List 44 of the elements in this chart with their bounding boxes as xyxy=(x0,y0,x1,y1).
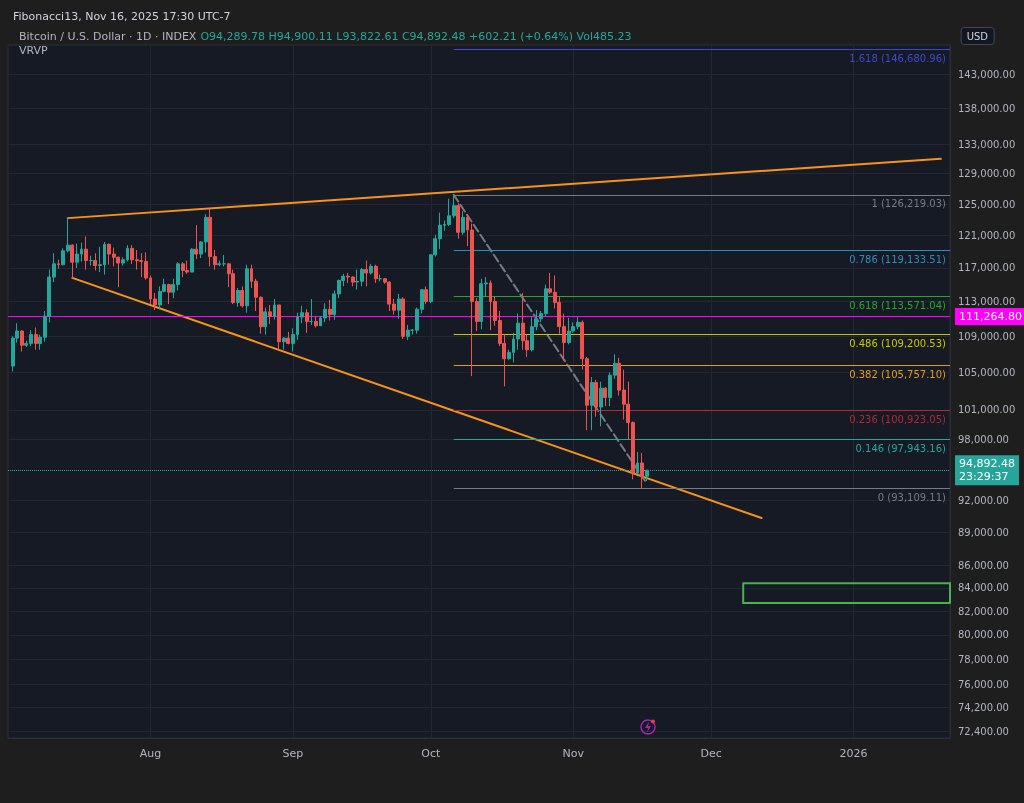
text: USD xyxy=(966,30,989,42)
ref-line-label: 0.382 (105,757.10) xyxy=(849,369,947,380)
x-tick-label: Dec xyxy=(700,747,722,760)
y-tick-label: 92,000.00 xyxy=(958,494,1009,506)
y-tick-label: 80,000.00 xyxy=(958,629,1009,641)
y-tick-label: 133,000.00 xyxy=(958,138,1016,150)
annotation: VRVP xyxy=(19,44,49,57)
ref-line-label: 1 (126,219.03) xyxy=(871,198,947,210)
chart-subtitle: O94,289.78 H94,900.11 L93,822.61 C94,892.48 +602.21 (+0.64%) Vol485.23 xyxy=(200,30,632,43)
x-tick-label: Aug xyxy=(139,747,162,760)
y-tick-label: 129,000.00 xyxy=(958,168,1016,180)
y-tick-label: 98,000.00 xyxy=(958,433,1009,445)
y-tick-label: 121,000.00 xyxy=(958,230,1016,242)
chart-title: Bitcoin / U.S. Dollar · 1D · INDEX xyxy=(19,30,197,43)
ref-line-label: 0.486 (109,200.53) xyxy=(849,338,947,350)
x-tick-label: Nov xyxy=(562,747,585,760)
ref-line-label: 0.786 (119,133.51) xyxy=(849,254,947,266)
y-tick-label: 117,000.00 xyxy=(958,262,1016,274)
ref-line-label: 0.618 (113,571.04) xyxy=(849,300,947,312)
y-tick-label: 125,000.00 xyxy=(958,198,1016,210)
y-tick-label: 76,000.00 xyxy=(958,678,1009,690)
ref-line-label: 0.146 (97,943.16) xyxy=(855,443,947,455)
y-tick-label: 143,000.00 xyxy=(958,68,1016,80)
y-tick-label: 113,000.00 xyxy=(958,296,1016,308)
ref-line-label: 0.236 (100,923.05) xyxy=(849,414,947,426)
x-tick-label: 2026 xyxy=(839,747,868,760)
y-tick-label: 74,200.00 xyxy=(958,702,1009,714)
y-tick-label: 105,000.00 xyxy=(958,366,1016,378)
y-tick-label: 138,000.00 xyxy=(958,103,1016,115)
x-tick-label: Oct xyxy=(421,747,441,760)
y-tick-label: 101,000.00 xyxy=(958,404,1016,416)
y-tick-label: 72,400.00 xyxy=(958,725,1009,737)
ref-line-label: 111,264.80 xyxy=(959,309,1022,323)
y-tick-label: 82,000.00 xyxy=(958,605,1009,617)
x-tick-label: Sep xyxy=(282,747,304,760)
ref-line-label: 1.618 (146,680.96) xyxy=(849,53,947,65)
text: Fibonacci13, Nov 16, 2025 17:30 UTC-7 xyxy=(13,10,231,23)
y-tick-label: 109,000.00 xyxy=(958,330,1016,342)
ref-line-label: 0 (93,109.11) xyxy=(877,491,947,503)
ref-line-label: 94,892.48 23:29:37 xyxy=(959,457,1015,484)
y-tick-label: 78,000.00 xyxy=(958,653,1009,665)
y-tick-label: 86,000.00 xyxy=(958,559,1009,571)
y-tick-label: 84,000.00 xyxy=(958,582,1009,594)
y-tick-label: 89,000.00 xyxy=(958,526,1009,538)
